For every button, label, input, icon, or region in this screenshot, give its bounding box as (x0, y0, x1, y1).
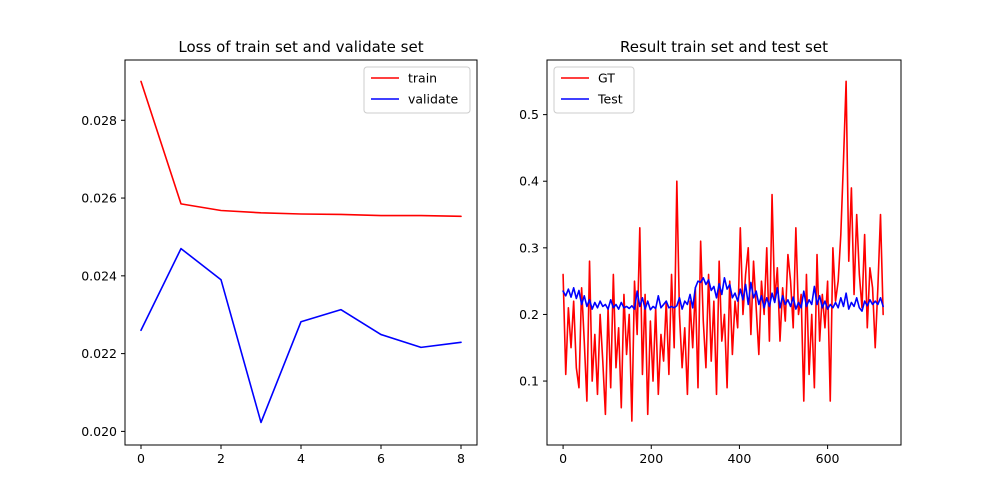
right-y-tick-label: 0.1 (519, 374, 539, 389)
left-x-axis: 0 2 4 6 8 (137, 445, 465, 466)
right-series-test-line (562, 277, 884, 312)
right-y-tick-label: 0.4 (519, 174, 539, 189)
right-x-axis: 0 200 400 600 (559, 445, 840, 466)
left-series-validate-line (140, 247, 462, 424)
left-chart-title: Loss of train set and validate set (178, 38, 423, 56)
left-x-tick-label: 0 (137, 451, 145, 466)
right-plot-frame (546, 59, 902, 446)
left-y-tick-label: 0.022 (81, 346, 117, 361)
left-y-tick-label: 0.026 (81, 191, 117, 206)
right-chart-title: Result train set and test set (620, 38, 828, 56)
right-x-tick-label: 0 (559, 451, 567, 466)
left-legend: train validate (363, 66, 471, 114)
left-legend-validate-label: validate (408, 92, 458, 107)
right-x-tick-label: 200 (639, 451, 663, 466)
left-y-axis: 0.020 0.022 0.024 0.026 0.028 (81, 113, 125, 439)
left-y-tick-label: 0.024 (81, 268, 117, 283)
left-y-tick-label: 0.020 (81, 424, 117, 439)
left-x-tick-label: 2 (217, 451, 225, 466)
left-plot-frame (124, 59, 478, 446)
right-y-tick-label: 0.5 (519, 107, 539, 122)
right-x-tick-label: 600 (816, 451, 840, 466)
left-chart: Loss of train set and validate set 0 2 4 6 8… (81, 38, 478, 466)
right-chart: Result train set and test set 0 200 400 600… (519, 38, 902, 466)
left-y-tick-label: 0.028 (81, 113, 117, 128)
left-series-lines (140, 80, 462, 424)
left-x-tick-label: 4 (297, 451, 305, 466)
right-legend-test-label: Test (597, 92, 623, 107)
left-legend-train-label: train (408, 71, 437, 86)
right-y-tick-label: 0.2 (519, 307, 539, 322)
right-x-tick-label: 400 (727, 451, 751, 466)
left-series-train-line (140, 80, 462, 218)
left-x-tick-label: 8 (457, 451, 465, 466)
right-series-gt-line (562, 80, 884, 422)
right-y-axis: 0.1 0.2 0.3 0.4 0.5 (519, 107, 547, 389)
left-x-tick-label: 6 (377, 451, 385, 466)
right-series-lines (562, 80, 884, 422)
right-legend: GT Test (553, 66, 635, 114)
right-y-tick-label: 0.3 (519, 240, 539, 255)
right-legend-gt-label: GT (598, 71, 615, 86)
left-plot-area (125, 60, 477, 445)
